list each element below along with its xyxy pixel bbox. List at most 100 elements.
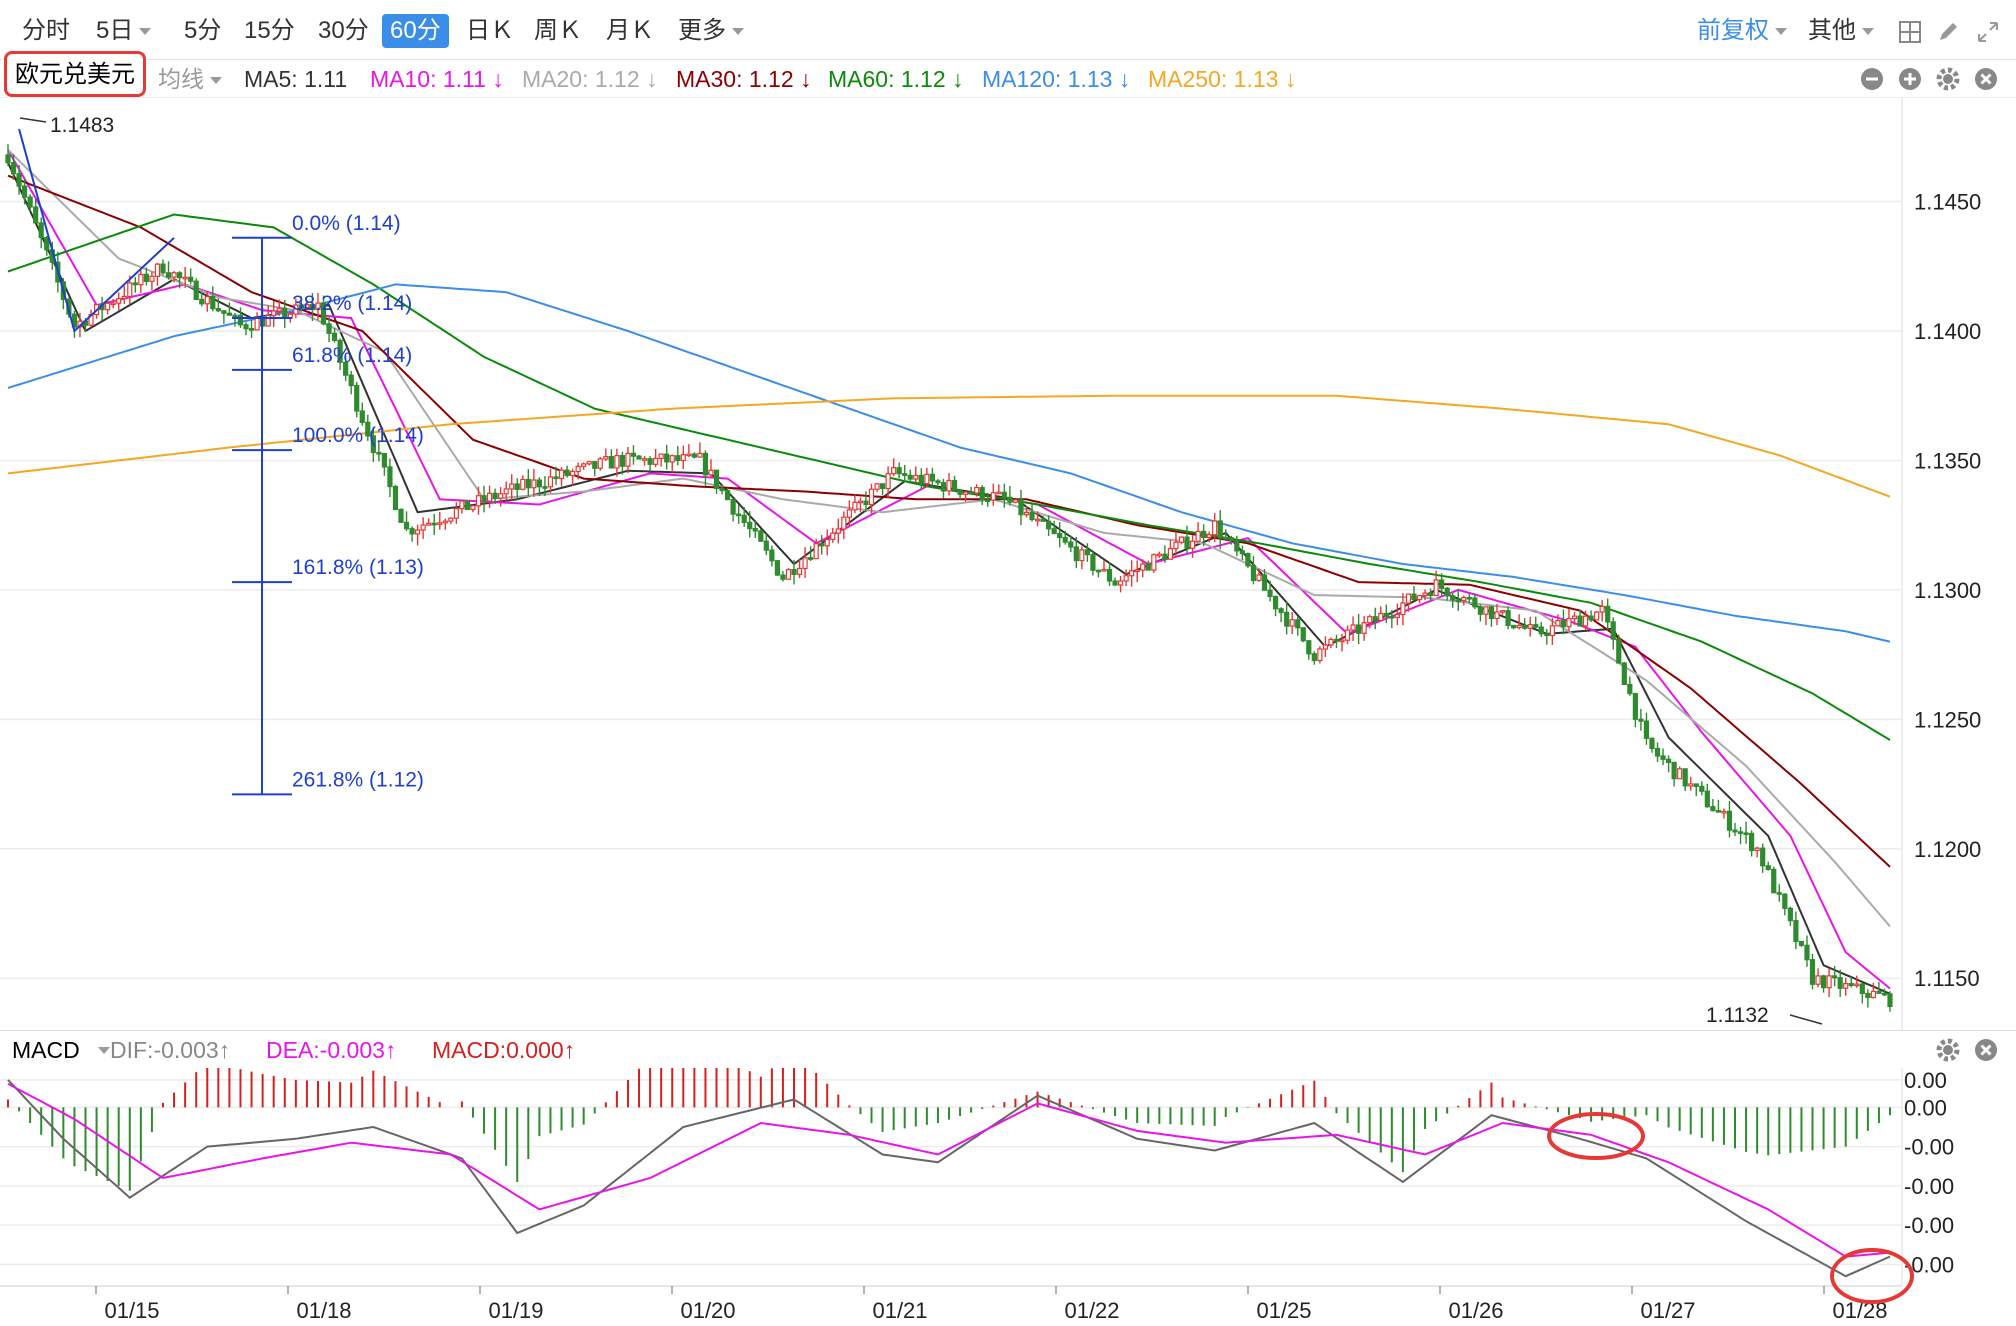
- candle: [138, 269, 144, 293]
- candle: [1084, 543, 1090, 562]
- candle: [1654, 742, 1661, 762]
- macd-chart[interactable]: 0.000.00-0.00-0.00-0.00-0.00 01/15 01/18 0…: [0, 1068, 2016, 1326]
- x-tick-label: 01/21: [872, 1298, 927, 1323]
- candle: [542, 476, 548, 497]
- candle: [1178, 536, 1185, 545]
- candle: [464, 500, 471, 511]
- candle: [774, 559, 781, 576]
- candle: [1339, 633, 1345, 652]
- macd-tick-label: 0.00: [1904, 1068, 1947, 1093]
- candle: [293, 298, 299, 319]
- period-tab[interactable]: 周Ｋ: [526, 14, 590, 48]
- candle: [1046, 515, 1052, 536]
- candle: [1594, 610, 1600, 621]
- candle: [33, 198, 39, 224]
- adjust-dropdown[interactable]: 前复权: [1697, 14, 1787, 48]
- candle: [1732, 822, 1738, 836]
- candlestick-chart[interactable]: 0.0% (1.14) 38.2% (1.14) 61.8% (1.14) 100.0…: [0, 98, 2016, 1030]
- period-tab[interactable]: 5日: [88, 14, 159, 48]
- ma-mode-dropdown[interactable]: 均线: [158, 60, 222, 98]
- candle: [1682, 768, 1688, 792]
- candle: [913, 466, 919, 483]
- candle: [625, 446, 631, 474]
- low-arrow: [1789, 1014, 1823, 1025]
- period-tab-label: 月Ｋ: [606, 17, 654, 44]
- candle: [1754, 846, 1760, 858]
- period-tab[interactable]: 15分: [236, 14, 303, 48]
- candle: [1533, 616, 1539, 629]
- candle: [110, 298, 116, 309]
- candle: [763, 533, 769, 556]
- period-toolbar: 分时 5日 5分 15分 30分 60分 日Ｋ 周Ｋ 月Ｋ 更多 前复权 其他: [0, 0, 2016, 60]
- candle: [1344, 625, 1351, 645]
- period-tab[interactable]: 30分: [310, 14, 377, 48]
- minus-circle-icon[interactable]: [1859, 66, 1885, 92]
- candle: [1361, 616, 1367, 641]
- period-tab-label: 周Ｋ: [534, 17, 582, 44]
- candle: [132, 277, 138, 293]
- candle: [22, 178, 28, 205]
- candle: [586, 461, 592, 466]
- candle: [979, 485, 985, 506]
- candle: [902, 464, 908, 482]
- chevron-down-icon[interactable]: [98, 1047, 110, 1054]
- candle: [143, 267, 149, 286]
- candle: [415, 524, 421, 546]
- candle: [1726, 800, 1733, 838]
- candle: [1737, 827, 1744, 845]
- gear-icon[interactable]: [1935, 1037, 1961, 1063]
- candle: [486, 485, 493, 508]
- other-dropdown[interactable]: 其他: [1808, 14, 1874, 48]
- x-tick-label: 01/25: [1256, 1298, 1311, 1323]
- candle: [365, 414, 371, 441]
- symbol-label[interactable]: 欧元兑美元: [4, 51, 146, 97]
- candle: [1167, 539, 1174, 560]
- period-tab[interactable]: 日Ｋ: [458, 14, 522, 48]
- candle: [1400, 593, 1406, 626]
- macd-axis: 0.000.00-0.00-0.00-0.00-0.00: [1904, 1068, 1954, 1277]
- plus-circle-icon[interactable]: [1897, 66, 1923, 92]
- ma-legend-item: MA120: 1.13 ↓: [982, 66, 1131, 92]
- candle: [846, 500, 852, 527]
- candle: [1062, 530, 1068, 545]
- candle: [331, 327, 338, 343]
- candle: [387, 458, 393, 498]
- expand-icon[interactable]: [1976, 20, 2000, 44]
- period-tab[interactable]: 60分: [382, 14, 449, 48]
- y-tick-label: 1.1450: [1914, 190, 1981, 215]
- candle: [1007, 486, 1013, 506]
- candle: [1322, 636, 1329, 657]
- candle: [951, 475, 958, 492]
- candle: [116, 292, 122, 311]
- candle: [1284, 601, 1290, 635]
- pen-draw-icon[interactable]: [1936, 20, 1960, 44]
- period-tab[interactable]: 5分: [176, 14, 229, 48]
- candle: [702, 450, 709, 486]
- macd-tick-label: -0.00: [1904, 1213, 1954, 1238]
- candle: [326, 317, 332, 343]
- candle: [968, 486, 974, 495]
- candle: [1616, 634, 1622, 664]
- candle: [503, 481, 509, 503]
- candle: [1483, 606, 1489, 626]
- candle: [204, 290, 210, 312]
- candle: [1865, 989, 1871, 1008]
- period-tab[interactable]: 分时: [14, 14, 78, 48]
- candle: [1610, 617, 1616, 650]
- fib-label: 100.0% (1.14): [292, 424, 424, 447]
- candle: [879, 483, 886, 496]
- candle: [1306, 640, 1312, 660]
- candle: [409, 526, 415, 542]
- candle: [1372, 607, 1378, 630]
- gear-icon[interactable]: [1935, 66, 1961, 92]
- grid-layout-icon[interactable]: [1898, 20, 1922, 44]
- candle: [171, 271, 177, 283]
- close-circle-icon[interactable]: [1973, 66, 1999, 92]
- period-tab[interactable]: 更多: [670, 14, 752, 48]
- candle: [254, 312, 260, 331]
- close-circle-icon[interactable]: [1973, 1037, 1999, 1063]
- candle: [1112, 577, 1118, 586]
- period-tab[interactable]: 月Ｋ: [598, 14, 662, 48]
- candle: [1605, 598, 1611, 631]
- y-tick-label: 1.1400: [1914, 319, 1981, 344]
